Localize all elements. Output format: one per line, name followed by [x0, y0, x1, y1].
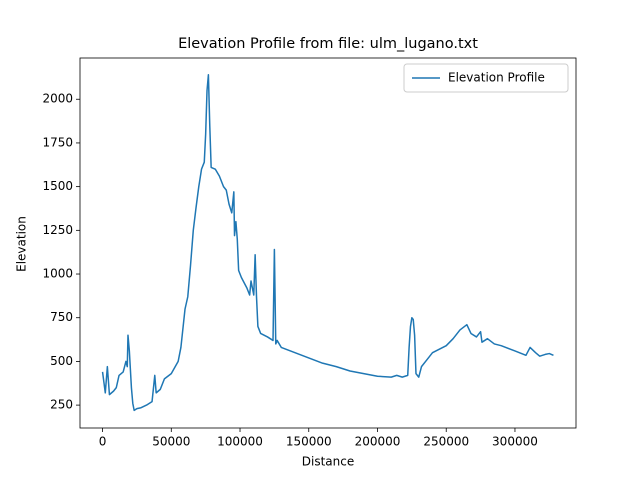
x-tick-label: 200000 — [355, 435, 401, 449]
x-tick-label: 150000 — [286, 435, 332, 449]
y-tick-label: 2000 — [42, 92, 73, 106]
x-tick-label: 300000 — [492, 435, 538, 449]
y-tick-label: 1750 — [42, 135, 73, 149]
line — [101, 74, 554, 412]
chart-title: Elevation Profile from file: ulm_lugano.… — [178, 36, 478, 52]
plot-frame — [79, 57, 577, 429]
x-tick-label: 250000 — [423, 435, 469, 449]
x-tick-label: 0 — [99, 435, 107, 449]
legend-label: Elevation Profile — [448, 71, 545, 85]
y-tick-label: 250 — [50, 398, 73, 412]
y-tick-label: 1250 — [42, 223, 73, 237]
y-tick-label: 1000 — [42, 267, 73, 281]
y-axis-label: Elevation — [15, 216, 29, 272]
x-tick-label: 50000 — [152, 435, 190, 449]
x-axis-label: Distance — [302, 455, 354, 469]
y-tick-label: 750 — [50, 310, 73, 324]
y-tick-label: 1500 — [42, 179, 73, 193]
y-tick-label: 500 — [50, 354, 73, 368]
legend-box — [403, 63, 569, 93]
x-tick-label: 100000 — [217, 435, 263, 449]
